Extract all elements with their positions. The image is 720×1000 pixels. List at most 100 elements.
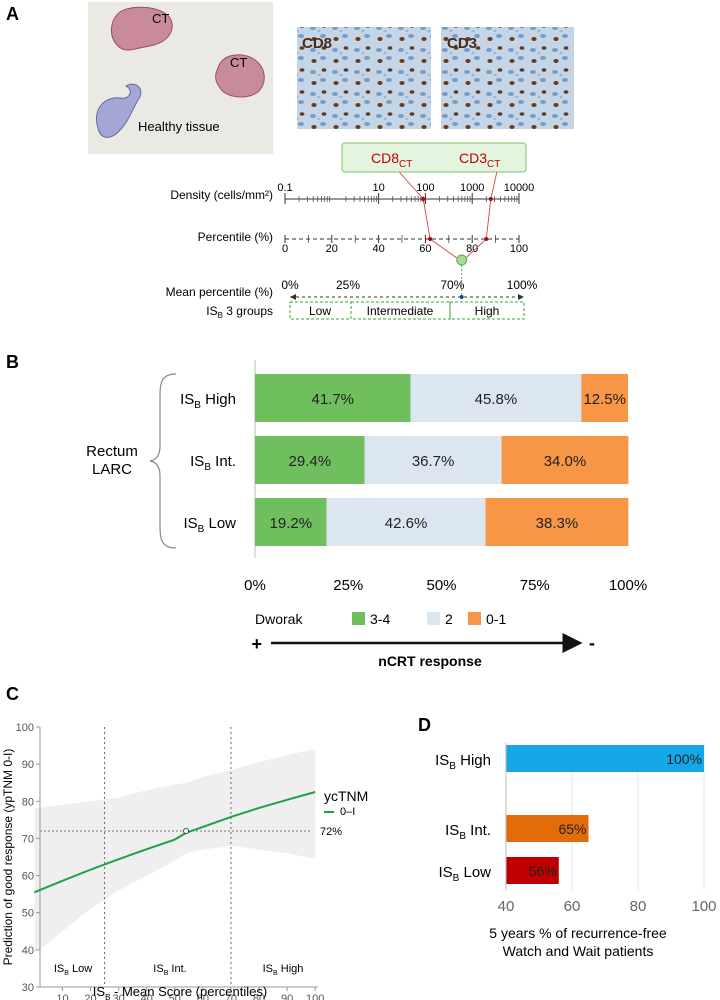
c-y-tick-label: 30 xyxy=(22,982,34,994)
mean-axis-point xyxy=(459,295,464,299)
ihc-image-cd8: CD8 xyxy=(297,27,431,129)
d-category-label-rest: Int. xyxy=(466,822,491,839)
group-title-rectum: Rectum xyxy=(86,443,138,460)
c-legend-title: ycTNM xyxy=(324,788,368,804)
d-category-label-main: IS xyxy=(438,864,452,881)
b-legend-entry: 2 xyxy=(445,611,453,627)
c-region-label-main: IS xyxy=(263,963,273,975)
b-category-label: ISB High xyxy=(180,391,236,411)
mean-tick-label: 0% xyxy=(281,278,299,292)
c-region-label-sub: B xyxy=(164,970,169,977)
b-category-label-main: IS xyxy=(183,515,197,532)
marker-cd3-ct: CD3CT xyxy=(459,150,500,170)
groups-label: ISB 3 groups xyxy=(206,304,273,320)
b-x-tick-label: 50% xyxy=(426,577,456,594)
b-data-label: 29.4% xyxy=(289,453,332,470)
percentile-tick-label: 80 xyxy=(466,243,478,255)
d-x-tick-label: 40 xyxy=(498,898,515,915)
mean-axis-arrow-right xyxy=(518,294,524,300)
b-legend-title: Dworak xyxy=(255,611,303,627)
c-region-label: ISB Int. xyxy=(153,963,186,977)
c-region-label-sub: B xyxy=(64,970,69,977)
panel-label-a: A xyxy=(6,4,19,24)
b-legend-swatch xyxy=(427,612,440,625)
c-region-label-sub: B xyxy=(273,970,278,977)
d-x-tick-label: 60 xyxy=(564,898,581,915)
percentile-axis-ticks: 0 20 40 60 80 100 xyxy=(282,235,528,255)
d-category-label: ISB Int. xyxy=(445,822,491,842)
group-brace xyxy=(149,373,177,549)
cd8-percentile-point xyxy=(428,237,433,241)
b-category-label-sub: B xyxy=(194,400,201,411)
b-x-tick-label: 100% xyxy=(609,577,647,594)
d-bar xyxy=(506,857,559,884)
b-category-label-rest: High xyxy=(201,391,236,408)
b-x-tick-label: 75% xyxy=(520,577,550,594)
c-reference-label: 72% xyxy=(320,826,342,838)
d-bar xyxy=(506,745,704,772)
c-x-axis-title: ISB - Mean Score (percentiles) xyxy=(93,984,267,1000)
d-category-label-sub: B xyxy=(459,831,466,842)
tissue-label-ct-1: CT xyxy=(152,11,169,26)
d-x-tick-label: 80 xyxy=(630,898,647,915)
d-category-label-main: IS xyxy=(435,752,449,769)
tissue-label-healthy: Healthy tissue xyxy=(138,119,220,134)
d-data-label: 56% xyxy=(529,863,557,879)
c-y-tick-label: 50 xyxy=(22,908,34,920)
c-x-tick-label: 40 xyxy=(141,993,153,1000)
mean-axis-arrow-left xyxy=(290,294,296,300)
c-x-tick-label: 80 xyxy=(253,993,265,1000)
mean-percentile-ticks: 0% 25% 70% 100% xyxy=(281,278,537,292)
tissue-slide-image xyxy=(88,2,273,154)
c-x-axis-title-rest: - Mean Score (percentiles) xyxy=(110,984,267,999)
marker-cd8-ct: CD8CT xyxy=(371,150,412,170)
b-data-label: 34.0% xyxy=(544,453,587,470)
mean-tick-label: 70% xyxy=(440,278,464,292)
d-category-label-rest: High xyxy=(456,752,491,769)
b-bar-segment xyxy=(501,436,629,484)
groups-boxes xyxy=(289,301,525,320)
density-tick-label: 100 xyxy=(416,182,434,194)
b-data-label: 42.6% xyxy=(385,515,428,532)
tissue-section-healthy xyxy=(96,83,142,138)
b-bar-segment xyxy=(410,374,582,422)
percentile-tick-label: 0 xyxy=(282,243,288,255)
b-data-label: 41.7% xyxy=(311,391,354,408)
b-bar-segment xyxy=(255,436,365,484)
b-category-label: ISB Int. xyxy=(190,453,236,473)
cd8-connector xyxy=(398,171,460,261)
b-bar-segment xyxy=(255,374,411,422)
c-prediction-line xyxy=(34,791,316,894)
c-region-label: ISB Low xyxy=(54,963,92,977)
c-confidence-band xyxy=(34,749,316,954)
b-data-label: 36.7% xyxy=(412,453,455,470)
b-category-label-sub: B xyxy=(204,462,211,473)
c-intersection-marker xyxy=(183,828,190,834)
b-bar-segment xyxy=(485,498,629,546)
mean-tick-label: 100% xyxy=(507,278,538,292)
b-category-label: ISB Low xyxy=(183,515,236,535)
tissue-section-ct-2 xyxy=(215,54,265,98)
cd8-density-point xyxy=(421,197,426,201)
b-bar-segment xyxy=(255,498,327,546)
d-x-axis-title-2: Watch and Wait patients xyxy=(503,943,654,959)
response-plus: + xyxy=(251,634,262,654)
c-x-tick-label: 100 xyxy=(306,993,324,1000)
response-label: nCRT response xyxy=(378,653,482,669)
c-x-tick-label: 70 xyxy=(225,993,237,1000)
c-x-tick-label: 90 xyxy=(281,993,293,1000)
ihc-image-cd3: CD3 xyxy=(441,27,574,129)
percentile-tick-label: 100 xyxy=(510,243,528,255)
b-bar-segment xyxy=(364,436,502,484)
c-region-label: ISB High xyxy=(263,963,304,977)
b-category-label-rest: Low xyxy=(204,515,236,532)
c-x-tick-label: 50 xyxy=(169,993,181,1000)
c-x-tick-label: 30 xyxy=(113,993,125,1000)
ihc-label-cd8: CD8 xyxy=(302,35,332,52)
b-data-label: 19.2% xyxy=(270,515,313,532)
cd3-percentile-point xyxy=(484,237,489,241)
c-region-label-main: IS xyxy=(54,963,64,975)
